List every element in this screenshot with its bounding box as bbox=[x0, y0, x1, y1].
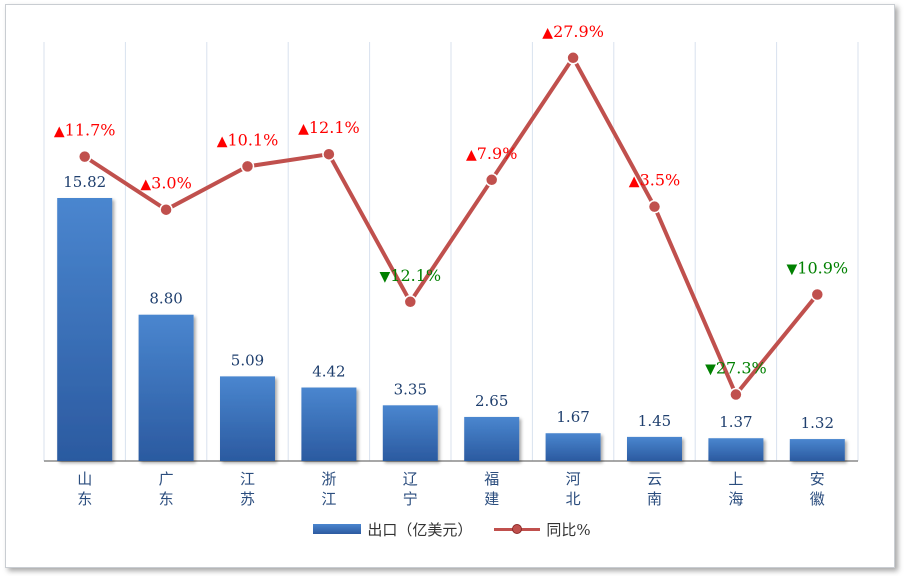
yoy-point-8 bbox=[729, 387, 743, 402]
yoy-label-0: ▲11.7% bbox=[54, 121, 116, 140]
bar-5 bbox=[464, 416, 520, 461]
yoy-label-7: ▲3.5% bbox=[629, 171, 680, 190]
bar-0 bbox=[57, 198, 113, 461]
bar-4 bbox=[382, 405, 438, 461]
bar-3 bbox=[301, 387, 357, 461]
yoy-label-5: ▲7.9% bbox=[466, 144, 517, 163]
bar-6 bbox=[545, 433, 601, 461]
bar-value-label-3: 4.42 bbox=[312, 363, 345, 381]
legend-line-swatch bbox=[494, 523, 541, 535]
bar-value-label-8: 1.37 bbox=[719, 413, 752, 431]
yoy-point-9 bbox=[810, 287, 825, 302]
bar-value-label-7: 1.45 bbox=[638, 412, 671, 430]
legend-item-yoy[interactable]: 同比% bbox=[494, 519, 591, 540]
bar-8 bbox=[708, 438, 764, 461]
bar-value-label-1: 8.80 bbox=[149, 290, 182, 308]
legend-bar-label: 出口（亿美元） bbox=[367, 520, 473, 539]
yoy-label-2: ▲10.1% bbox=[217, 130, 279, 149]
x-tick-label-2: 江苏 bbox=[240, 470, 255, 508]
bar-value-label-9: 1.32 bbox=[801, 414, 834, 432]
bar-value-label-0: 15.82 bbox=[63, 173, 106, 191]
yoy-label-8: ▼27.3% bbox=[705, 359, 767, 378]
yoy-label-1: ▲3.0% bbox=[140, 174, 191, 193]
legend-line-label: 同比% bbox=[546, 520, 591, 539]
yoy-label-9: ▼10.9% bbox=[786, 258, 848, 277]
yoy-point-7 bbox=[647, 199, 662, 214]
x-tick-label-6: 河北 bbox=[566, 470, 581, 508]
yoy-point-2 bbox=[240, 159, 255, 174]
bar-value-label-6: 1.67 bbox=[556, 408, 589, 426]
grid-layer bbox=[43, 42, 859, 462]
yoy-line bbox=[82, 55, 820, 397]
bar-value-label-4: 3.35 bbox=[394, 380, 427, 398]
label-layer: 15.82 山东 8.80 广东 5.09 江苏 4.42 浙江 3.35 辽宁 2.65 福建 1.6… bbox=[54, 22, 848, 508]
yoy-point-4 bbox=[403, 295, 418, 309]
legend: 出口（亿美元） 同比% bbox=[0, 517, 904, 541]
line-layer bbox=[77, 51, 825, 402]
bar-9 bbox=[789, 439, 845, 461]
yoy-label-4: ▼12.1% bbox=[379, 266, 441, 285]
bar-value-label-5: 2.65 bbox=[475, 392, 508, 410]
chart-frame bbox=[5, 4, 895, 568]
bar-layer bbox=[57, 198, 845, 461]
bar-1 bbox=[138, 314, 194, 461]
bar-value-label-2: 5.09 bbox=[231, 351, 264, 369]
x-tick-label-5: 福建 bbox=[484, 470, 499, 508]
yoy-point-0 bbox=[77, 149, 92, 164]
x-tick-label-4: 辽宁 bbox=[403, 470, 418, 508]
x-tick-label-0: 山东 bbox=[77, 470, 92, 508]
legend-item-export[interactable]: 出口（亿美元） bbox=[313, 519, 472, 540]
yoy-point-3 bbox=[322, 147, 336, 161]
legend-bar-swatch bbox=[313, 524, 362, 534]
yoy-point-1 bbox=[159, 202, 173, 217]
x-tick-label-7: 云南 bbox=[647, 470, 662, 508]
x-tick-label-8: 上海 bbox=[728, 470, 743, 508]
yoy-label-3: ▲12.1% bbox=[298, 118, 360, 137]
x-tick-label-1: 广东 bbox=[159, 470, 174, 508]
x-tick-label-3: 浙江 bbox=[321, 470, 336, 508]
yoy-point-6 bbox=[566, 51, 580, 65]
x-tick-label-9: 安徽 bbox=[810, 470, 825, 508]
yoy-label-6: ▲27.9% bbox=[542, 22, 604, 41]
bar-2 bbox=[220, 376, 275, 461]
bar-7 bbox=[627, 436, 682, 461]
yoy-point-5 bbox=[484, 173, 499, 187]
